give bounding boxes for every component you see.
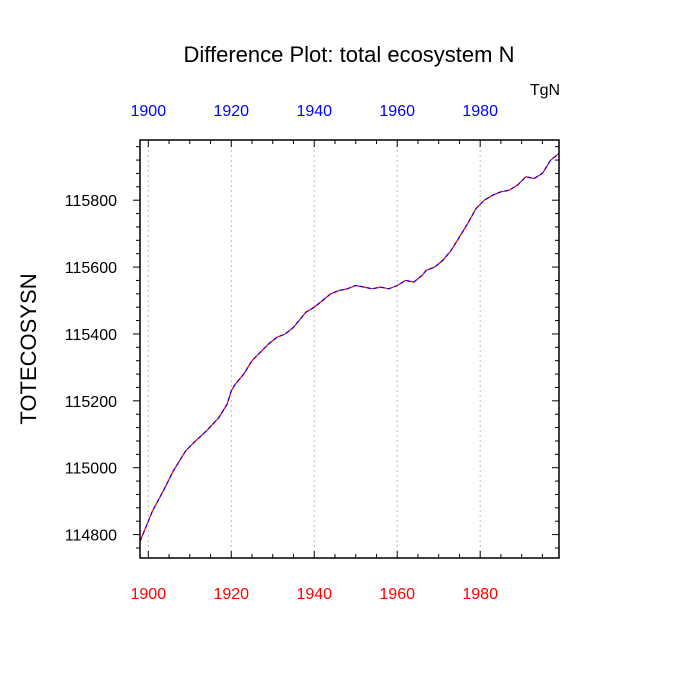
series-line-2 bbox=[139, 152, 560, 542]
y-tick-label-115200: 115200 bbox=[65, 394, 117, 411]
x-tick-label-bottom-1960: 1960 bbox=[379, 586, 415, 603]
y-tick-label-114800: 114800 bbox=[65, 528, 117, 545]
x-tick-label-top-1900: 1900 bbox=[131, 103, 167, 120]
series-layer bbox=[139, 152, 560, 542]
x-tick-label-top-1960: 1960 bbox=[379, 103, 415, 120]
x-tick-label-top-1940: 1940 bbox=[296, 103, 332, 120]
y-axis-label: TOTECOSYSN bbox=[16, 273, 41, 424]
units-label: TgN bbox=[530, 82, 560, 99]
plot-frame bbox=[139, 139, 560, 559]
y-tick-label-115600: 115600 bbox=[65, 260, 117, 277]
x-tick-label-bottom-1980: 1980 bbox=[462, 586, 498, 603]
y-tick-label-115000: 115000 bbox=[65, 461, 117, 478]
x-tick-label-top-1980: 1980 bbox=[462, 103, 498, 120]
chart-title: Difference Plot: total ecosystem N bbox=[184, 42, 515, 67]
x-tick-label-top-1920: 1920 bbox=[213, 103, 249, 120]
tick-labels: 1900 1900 1920 1920 1940 1940 1960 1960 1980 1980… bbox=[65, 103, 498, 603]
axis-ticks bbox=[133, 140, 559, 558]
x-tick-label-bottom-1900: 1900 bbox=[131, 586, 167, 603]
y-tick-label-115800: 115800 bbox=[65, 193, 117, 210]
x-tick-label-bottom-1940: 1940 bbox=[296, 586, 332, 603]
y-tick-label-115400: 115400 bbox=[65, 327, 117, 344]
x-tick-label-bottom-1920: 1920 bbox=[213, 586, 249, 603]
